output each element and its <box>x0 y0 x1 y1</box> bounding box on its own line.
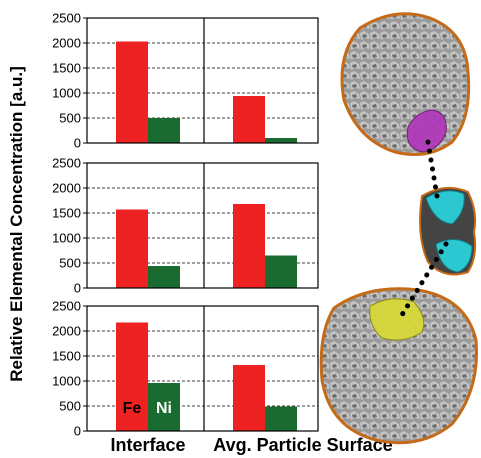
y-tick-label-panel-1-1500: 1500 <box>52 61 81 76</box>
bar-panel-3-fe-avg-particle-surface <box>233 365 265 431</box>
y-tick-label-panel-3-500: 500 <box>59 399 81 414</box>
bar-panel-2-fe-avg-particle-surface <box>233 204 265 288</box>
y-tick-label-panel-1-1000: 1000 <box>52 86 81 101</box>
panel-frame-1 <box>86 17 319 144</box>
bar-panel-2-ni-interface <box>148 266 180 288</box>
bar-panel-2-fe-interface <box>116 209 148 288</box>
y-tick-label-panel-3-1500: 1500 <box>52 349 81 364</box>
middle-highlight-region-upper <box>425 190 465 225</box>
y-tick-label-panel-2-2500: 2500 <box>52 156 81 171</box>
bar-panel-1-ni-interface <box>148 118 180 143</box>
y-tick-label-panel-3-1000: 1000 <box>52 374 81 389</box>
bar-panel-2-ni-avg-particle-surface <box>265 255 297 288</box>
y-tick-label-panel-2-2000: 2000 <box>52 181 81 196</box>
y-axis-label: Relative Elemental Concentration [a.u.] <box>7 66 26 382</box>
bar-panel-3-ni-interface <box>148 383 180 431</box>
x-axis-category-labels: Interface Avg. Particle Surface <box>110 435 392 455</box>
top-highlight-region <box>406 109 447 153</box>
y-tick-label-panel-3-2500: 2500 <box>52 299 81 314</box>
legend-label-fe: Fe <box>123 400 142 417</box>
y-tick-label-panel-2-500: 500 <box>59 256 81 271</box>
y-tick-label-panel-1-0: 0 <box>74 136 81 151</box>
connector-middle-to-bottom <box>397 241 449 321</box>
x-category-interface: Interface <box>110 435 185 455</box>
middle-highlight-region-lower <box>435 239 473 273</box>
bar-panel-3-ni-avg-particle-surface <box>265 406 297 431</box>
y-tick-label-panel-1-2000: 2000 <box>52 36 81 51</box>
bottom-highlight-region <box>369 298 425 341</box>
top-particle <box>340 12 471 156</box>
panel-frame-2 <box>86 162 319 289</box>
panel-frame-3 <box>86 305 319 432</box>
chart-panels: 0 500 1000 1500 2000 2500 0 500 1000 1500 2000 2500… <box>52 11 319 439</box>
legend-label-ni: Ni <box>156 400 172 417</box>
y-tick-label-panel-3-2000: 2000 <box>52 324 81 339</box>
bar-panel-1-ni-avg-particle-surface <box>265 138 297 143</box>
x-category-avg-particle-surface: Avg. Particle Surface <box>213 435 392 455</box>
connector-top-to-middle <box>425 139 441 205</box>
y-tick-label-panel-2-1500: 1500 <box>52 206 81 221</box>
y-tick-label-panel-1-2500: 2500 <box>52 11 81 26</box>
bar-panel-1-fe-avg-particle-surface <box>233 96 265 143</box>
bar-panel-1-fe-interface <box>116 41 148 143</box>
y-tick-label-panel-2-0: 0 <box>74 281 81 296</box>
y-tick-label-panel-2-1000: 1000 <box>52 231 81 246</box>
bar-panel-3-fe-interface <box>116 322 148 431</box>
y-tick-label-panel-1-500: 500 <box>59 111 81 126</box>
y-tick-label-panel-3-0: 0 <box>74 424 81 439</box>
particle-illustration <box>319 12 478 445</box>
